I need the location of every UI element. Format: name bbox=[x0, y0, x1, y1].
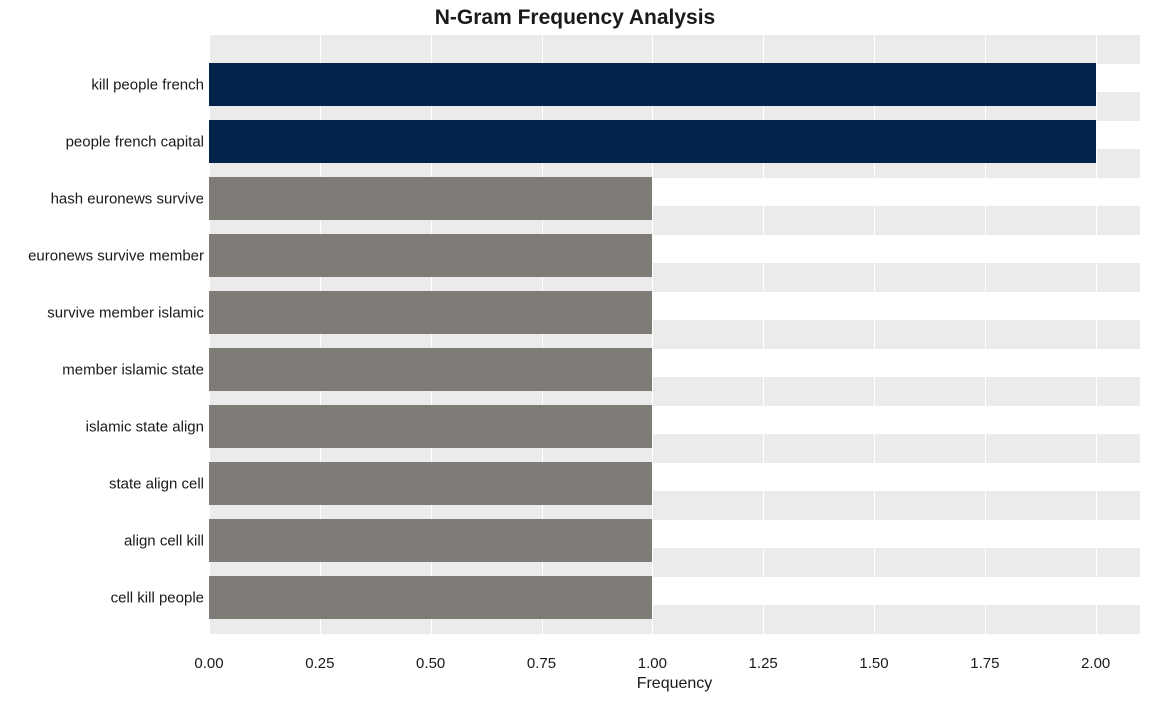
gridline bbox=[1096, 34, 1097, 647]
plot-area bbox=[209, 34, 1140, 647]
y-tick-label: islamic state align bbox=[86, 418, 204, 435]
x-tick-label: 1.75 bbox=[970, 655, 999, 672]
x-tick-label: 0.50 bbox=[416, 655, 445, 672]
y-tick-label: cell kill people bbox=[111, 589, 204, 606]
x-tick-label: 2.00 bbox=[1081, 655, 1110, 672]
bar bbox=[209, 63, 1096, 106]
y-tick-label: hash euronews survive bbox=[51, 190, 204, 207]
bar bbox=[209, 405, 652, 448]
x-tick-label: 1.50 bbox=[859, 655, 888, 672]
y-tick-label: align cell kill bbox=[124, 532, 204, 549]
x-tick-label: 0.25 bbox=[305, 655, 334, 672]
bar bbox=[209, 576, 652, 619]
y-tick-label: people french capital bbox=[66, 133, 204, 150]
row-band bbox=[209, 35, 1140, 64]
x-axis-title: Frequency bbox=[637, 675, 713, 693]
bar bbox=[209, 177, 652, 220]
bar bbox=[209, 348, 652, 391]
y-tick-label: survive member islamic bbox=[47, 304, 204, 321]
x-tick-label: 1.25 bbox=[749, 655, 778, 672]
y-tick-label: euronews survive member bbox=[28, 247, 204, 264]
y-tick-label: member islamic state bbox=[62, 361, 204, 378]
y-tick-label: state align cell bbox=[109, 475, 204, 492]
bar bbox=[209, 120, 1096, 163]
chart-title: N-Gram Frequency Analysis bbox=[0, 6, 1150, 30]
bar bbox=[209, 519, 652, 562]
bar bbox=[209, 291, 652, 334]
y-tick-label: kill people french bbox=[91, 76, 204, 93]
x-tick-label: 1.00 bbox=[638, 655, 667, 672]
x-tick-label: 0.75 bbox=[527, 655, 556, 672]
bar bbox=[209, 462, 652, 505]
bar bbox=[209, 234, 652, 277]
x-tick-label: 0.00 bbox=[194, 655, 223, 672]
